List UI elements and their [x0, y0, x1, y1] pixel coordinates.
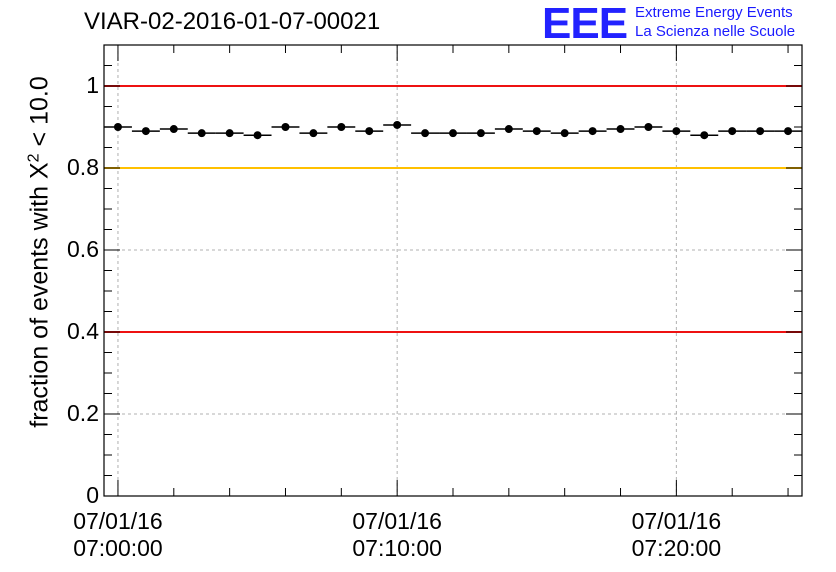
- data-point: [504, 125, 513, 134]
- x-tick-date: 07/01/16: [631, 508, 722, 534]
- x-tick-label: 07/01/16 07:10:00: [352, 508, 442, 562]
- data-point: [309, 129, 318, 138]
- eee-logo: EEE Extreme Energy Events La Scienza nel…: [542, 2, 795, 46]
- logo-line-2: La Scienza nelle Scuole: [635, 23, 796, 40]
- y-tick-label: 0.2: [67, 400, 99, 426]
- logo-line-1: Extreme Energy Events: [635, 4, 793, 21]
- data-point: [476, 129, 485, 138]
- y-axis-label-suffix: < 10.0: [25, 76, 54, 147]
- data-point: [644, 123, 653, 131]
- y-tick-label: 1: [86, 72, 99, 98]
- y-axis-label-prefix: fraction of events with: [25, 185, 54, 428]
- data-point: [169, 125, 178, 134]
- x-tick-date: 07/01/16: [352, 508, 442, 534]
- x-tick-time: 07:00:00: [73, 535, 163, 561]
- data-point: [784, 127, 793, 136]
- y-axis-label-chi: X: [25, 162, 54, 179]
- data-point: [393, 120, 402, 129]
- data-point: [337, 123, 346, 131]
- x-tick-time: 07:20:00: [631, 535, 722, 561]
- y-tick-label: 0.6: [67, 236, 99, 262]
- plot-frame: [103, 44, 803, 497]
- data-point: [560, 129, 569, 138]
- x-tick-label: 07/01/16 07:00:00: [73, 508, 163, 562]
- y-tick-label: 0: [86, 482, 99, 508]
- data-point: [281, 123, 290, 131]
- y-tick-label: 0.8: [67, 154, 99, 180]
- data-point: [532, 127, 541, 136]
- data-point: [113, 123, 122, 131]
- x-tick-time: 07:10:00: [352, 535, 442, 561]
- y-axis-label: fraction of events with X2 < 10.0: [25, 76, 54, 428]
- y-tick-label: 0.4: [67, 318, 99, 344]
- logo-caption: Extreme Energy Events La Scienza nelle S…: [635, 3, 795, 41]
- data-point: [672, 127, 681, 136]
- y-axis-label-exponent: 2: [25, 153, 43, 163]
- data-point: [449, 129, 457, 138]
- data-point: [197, 129, 206, 138]
- data-point: [700, 131, 709, 140]
- x-tick-label: 07/01/16 07:20:00: [632, 508, 722, 562]
- data-point: [141, 127, 150, 136]
- x-tick-date: 07/01/16: [73, 508, 163, 534]
- data-point: [365, 127, 374, 136]
- logo-letters: EEE: [542, 0, 628, 48]
- data-point: [756, 127, 765, 136]
- data-point: [253, 131, 262, 140]
- data-point: [588, 127, 597, 136]
- chart-title: VIAR-02-2016-01-07-00021: [84, 8, 381, 35]
- data-point: [421, 129, 430, 138]
- data-point: [616, 125, 625, 134]
- data-point: [728, 127, 737, 136]
- data-point: [225, 129, 234, 138]
